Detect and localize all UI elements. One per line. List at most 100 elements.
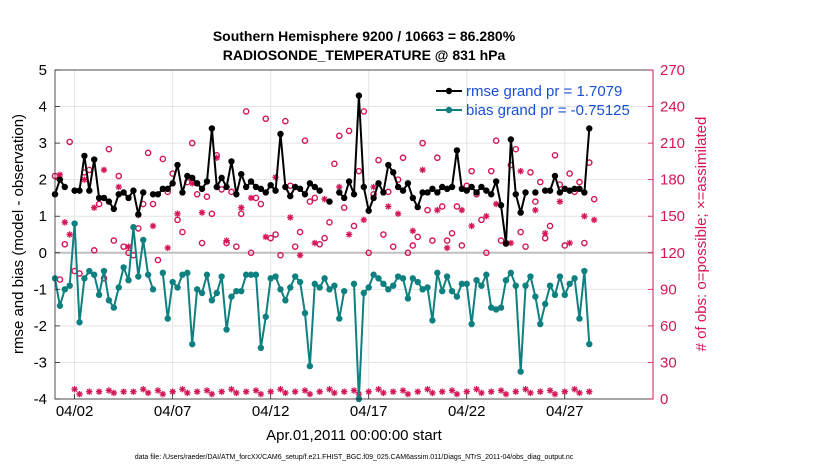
obs-possible-point bbox=[566, 170, 573, 177]
obs-possible-point bbox=[365, 249, 373, 257]
bias-point bbox=[394, 273, 402, 280]
obs-possible-point bbox=[90, 247, 98, 254]
obs-assimilated-point bbox=[257, 390, 265, 398]
rmse-point bbox=[81, 152, 88, 160]
bias-point bbox=[448, 287, 456, 295]
obs-assimilated-point bbox=[154, 387, 162, 394]
bias-point bbox=[439, 287, 446, 295]
bias-point bbox=[385, 286, 392, 293]
bias-point bbox=[110, 304, 118, 311]
rmse-point bbox=[159, 185, 167, 193]
obs-possible-point bbox=[233, 243, 240, 250]
rmse-point bbox=[228, 158, 235, 165]
rmse-point bbox=[252, 183, 260, 191]
obs-assimilated-point bbox=[561, 388, 568, 395]
obs-assimilated-point bbox=[497, 387, 505, 394]
bias-point bbox=[434, 269, 441, 277]
bias-point bbox=[492, 306, 500, 313]
bias-point bbox=[56, 302, 64, 309]
bias-point bbox=[399, 275, 407, 282]
obs-assimilated-point bbox=[66, 231, 73, 238]
asterisk-stroke bbox=[111, 390, 117, 396]
rmse-point bbox=[399, 187, 407, 194]
bias-point bbox=[541, 300, 549, 308]
obs-assimilated-point bbox=[140, 386, 147, 393]
bias-point bbox=[340, 287, 348, 295]
obs-possible-point bbox=[316, 240, 323, 248]
rmse-point bbox=[140, 189, 147, 196]
bias-point bbox=[532, 293, 539, 300]
obs-assimilated-point bbox=[541, 230, 549, 237]
rmse-point bbox=[174, 161, 181, 169]
asterisk-stroke bbox=[233, 390, 240, 396]
asterisk-stroke bbox=[91, 204, 97, 211]
bias-point bbox=[193, 286, 201, 293]
obs-assimilated-point bbox=[473, 386, 480, 393]
asterisk-stroke bbox=[414, 388, 421, 395]
y2-tick-label: 150 bbox=[660, 208, 685, 225]
y2-tick-label: 0 bbox=[660, 391, 668, 408]
asterisk-stroke bbox=[307, 391, 313, 397]
rmse-point bbox=[512, 191, 519, 198]
bias-point bbox=[311, 280, 318, 288]
obs-assimilated-point bbox=[439, 388, 446, 395]
legend-bias-marker bbox=[445, 106, 453, 114]
rmse-point bbox=[71, 187, 78, 194]
obs-assimilated-point bbox=[306, 390, 314, 398]
obs-possible-point bbox=[360, 108, 368, 115]
obs-assimilated-point bbox=[517, 167, 524, 175]
asterisk-stroke bbox=[522, 386, 529, 393]
obs-possible-point bbox=[404, 249, 412, 257]
asterisk-stroke bbox=[576, 390, 583, 396]
bias-point bbox=[242, 271, 250, 278]
rmse-point bbox=[473, 189, 480, 196]
asterisk-stroke bbox=[380, 390, 387, 396]
rmse-point bbox=[458, 185, 466, 193]
obs-assimilated-point bbox=[345, 231, 353, 238]
obs-assimilated-point bbox=[110, 389, 118, 397]
obs-assimilated-point bbox=[95, 388, 103, 395]
bias-point bbox=[581, 267, 588, 275]
rmse-point bbox=[218, 174, 225, 182]
rmse-point bbox=[350, 191, 358, 198]
bias-point bbox=[527, 273, 534, 280]
asterisk-stroke bbox=[71, 386, 78, 393]
bias-point bbox=[473, 276, 480, 284]
obs-assimilated-point bbox=[311, 239, 318, 247]
obs-possible-point bbox=[532, 198, 539, 205]
obs-assimilated-point bbox=[159, 390, 167, 398]
bias-point bbox=[424, 284, 431, 291]
bias-point bbox=[105, 297, 113, 304]
rmse-point bbox=[110, 205, 118, 213]
asterisk-stroke bbox=[571, 386, 578, 393]
bias-point bbox=[86, 267, 93, 275]
asterisk-stroke bbox=[326, 386, 333, 393]
obs-assimilated-point bbox=[71, 386, 78, 393]
asterisk-stroke bbox=[557, 198, 563, 205]
asterisk-stroke bbox=[331, 390, 338, 396]
rmse-point bbox=[95, 194, 103, 202]
obs-possible-point bbox=[257, 200, 265, 208]
bias-point bbox=[571, 275, 578, 282]
asterisk-stroke bbox=[145, 390, 151, 396]
asterisk-stroke bbox=[115, 184, 122, 190]
asterisk-stroke bbox=[258, 391, 264, 397]
obs-assimilated-point bbox=[238, 204, 245, 211]
obs-possible-point bbox=[218, 186, 225, 193]
rmse-point bbox=[130, 187, 137, 194]
bias-point bbox=[198, 289, 206, 297]
rmse-point bbox=[277, 130, 284, 138]
obs-possible-point bbox=[419, 139, 426, 147]
bias-point bbox=[66, 282, 73, 289]
obs-possible-point bbox=[144, 149, 152, 157]
bias-point bbox=[91, 271, 98, 278]
rmse-point bbox=[561, 185, 568, 193]
bias-point bbox=[287, 284, 294, 291]
obs-assimilated-point bbox=[282, 389, 289, 397]
y2-tick-label: 180 bbox=[660, 172, 685, 189]
obs-possible-point bbox=[282, 117, 289, 125]
obs-assimilated-point bbox=[179, 386, 186, 393]
obs-assimilated-point bbox=[502, 390, 510, 398]
obs-possible-point bbox=[66, 138, 74, 146]
rmse-point bbox=[272, 187, 279, 194]
